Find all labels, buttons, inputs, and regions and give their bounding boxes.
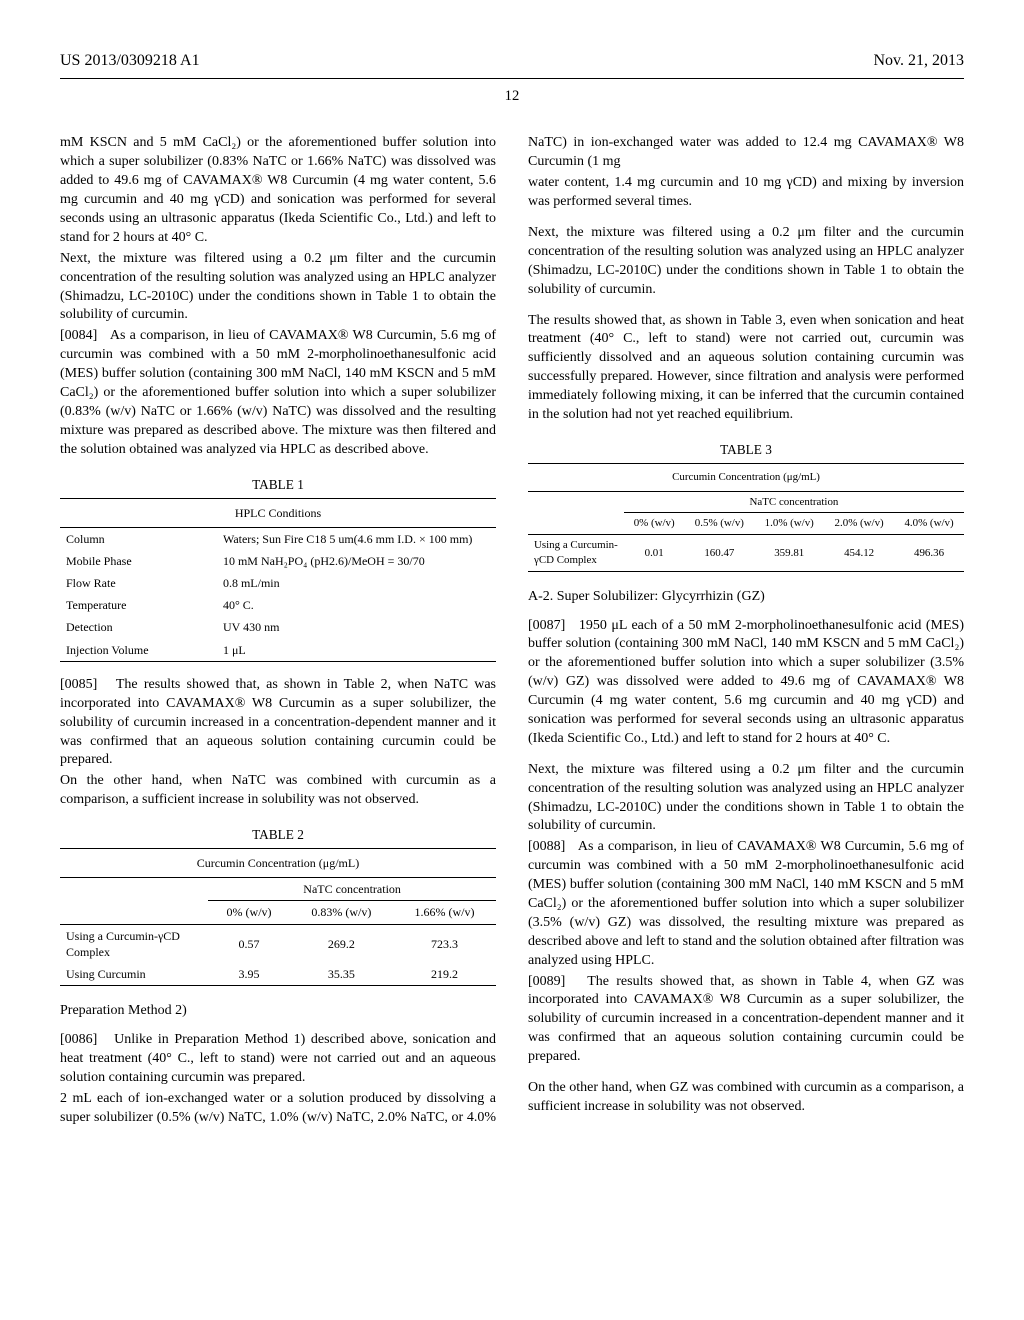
cell: 496.36 xyxy=(894,535,964,572)
para: Next, the mixture was filtered using a 0… xyxy=(60,250,496,326)
para-number: [0085] xyxy=(60,677,97,692)
para-text: Unlike in Preparation Method 1) describe… xyxy=(60,1032,496,1085)
cell: 1 μL xyxy=(217,639,496,662)
para: The results showed that, as shown in Tab… xyxy=(528,312,964,425)
para: On the other hand, when GZ was combined … xyxy=(528,1079,964,1117)
col-header: 0.5% (w/v) xyxy=(684,513,754,535)
cell: UV 430 nm xyxy=(217,616,496,638)
para-number: [0086] xyxy=(60,1032,97,1047)
para-text: The results showed that, as shown in Tab… xyxy=(528,974,964,1065)
para-number: [0088] xyxy=(528,839,565,854)
col-header: 0% (w/v) xyxy=(624,513,685,535)
table: Curcumin Concentration (μg/mL) NaTC conc… xyxy=(528,463,964,572)
para: mM KSCN and 5 mM CaCl₂) or the aforement… xyxy=(60,134,496,247)
para: water content, 1.4 mg curcumin and 10 mg… xyxy=(528,174,964,212)
para: Next, the mixture was filtered using a 0… xyxy=(528,761,964,837)
cell: Detection xyxy=(60,616,217,638)
cell: 0.57 xyxy=(208,924,290,963)
table: Curcumin Concentration (μg/mL) NaTC conc… xyxy=(60,848,496,986)
cell: 219.2 xyxy=(393,963,496,986)
cell: 10 mM NaH₂PO₄ (pH2.6)/MeOH = 30/70 xyxy=(217,550,496,572)
col-header: 0.83% (w/v) xyxy=(290,901,393,924)
para-text: As a comparison, in lieu of CAVAMAX® W8 … xyxy=(60,328,496,456)
table: HPLC Conditions Column Waters; Sun Fire … xyxy=(60,498,496,662)
col-header xyxy=(60,901,208,924)
table-subtitle: HPLC Conditions xyxy=(60,498,496,527)
table-caption: TABLE 2 xyxy=(60,826,496,844)
col-header: 1.0% (w/v) xyxy=(754,513,824,535)
table-3: TABLE 3 Curcumin Concentration (μg/mL) N… xyxy=(528,441,964,572)
cell: Using a Curcumin-γCD Complex xyxy=(528,535,624,572)
cell: 723.3 xyxy=(393,924,496,963)
group-header: NaTC concentration xyxy=(624,491,964,513)
section-heading: A-2. Super Solubilizer: Glycyrrhizin (GZ… xyxy=(528,588,964,607)
cell: 35.35 xyxy=(290,963,393,986)
doc-number: US 2013/0309218 A1 xyxy=(60,50,200,72)
page-header: US 2013/0309218 A1 Nov. 21, 2013 xyxy=(60,50,964,79)
page-number: 12 xyxy=(60,87,964,107)
cell: Mobile Phase xyxy=(60,550,217,572)
col-header xyxy=(528,513,624,535)
para: On the other hand, when NaTC was combine… xyxy=(60,772,496,810)
col-header: 0% (w/v) xyxy=(208,901,290,924)
cell: 0.8 mL/min xyxy=(217,572,496,594)
para: Next, the mixture was filtered using a 0… xyxy=(528,224,964,300)
para: [0084] As a comparison, in lieu of CAVAM… xyxy=(60,327,496,459)
cell: Temperature xyxy=(60,594,217,616)
table-caption: TABLE 3 xyxy=(528,441,964,459)
cell: Flow Rate xyxy=(60,572,217,594)
para-text: As a comparison, in lieu of CAVAMAX® W8 … xyxy=(528,839,964,967)
para-number: [0087] xyxy=(528,618,565,633)
cell: Injection Volume xyxy=(60,639,217,662)
para-text: 1950 μL each of a 50 mM 2-morpholinoetha… xyxy=(528,618,964,746)
table-subtitle: Curcumin Concentration (μg/mL) xyxy=(60,849,496,878)
cell: 269.2 xyxy=(290,924,393,963)
table-1: TABLE 1 HPLC Conditions Column Waters; S… xyxy=(60,476,496,662)
table-subtitle: Curcumin Concentration (μg/mL) xyxy=(528,463,964,491)
col-header: 4.0% (w/v) xyxy=(894,513,964,535)
para: [0088] As a comparison, in lieu of CAVAM… xyxy=(528,838,964,970)
table-2: TABLE 2 Curcumin Concentration (μg/mL) N… xyxy=(60,826,496,986)
cell: 359.81 xyxy=(754,535,824,572)
cell: 160.47 xyxy=(684,535,754,572)
para: [0086] Unlike in Preparation Method 1) d… xyxy=(60,1031,496,1088)
cell: 40° C. xyxy=(217,594,496,616)
cell: Waters; Sun Fire C18 5 um(4.6 mm I.D. × … xyxy=(217,527,496,550)
para-text: The results showed that, as shown in Tab… xyxy=(60,677,496,768)
col-header: 1.66% (w/v) xyxy=(393,901,496,924)
cell: 454.12 xyxy=(824,535,894,572)
col-header: 2.0% (w/v) xyxy=(824,513,894,535)
para: [0089] The results showed that, as shown… xyxy=(528,973,964,1067)
cell: 0.01 xyxy=(624,535,685,572)
cell: Using a Curcumin-γCD Complex xyxy=(60,924,208,963)
para-number: [0084] xyxy=(60,328,97,343)
para: [0085] The results showed that, as shown… xyxy=(60,676,496,770)
cell: Using Curcumin xyxy=(60,963,208,986)
content-columns: mM KSCN and 5 mM CaCl₂) or the aforement… xyxy=(60,134,964,1127)
prep-method-heading: Preparation Method 2) xyxy=(60,1002,496,1021)
cell: 3.95 xyxy=(208,963,290,986)
table-caption: TABLE 1 xyxy=(60,476,496,494)
group-header: NaTC concentration xyxy=(208,878,496,901)
cell: Column xyxy=(60,527,217,550)
para: [0087] 1950 μL each of a 50 mM 2-morphol… xyxy=(528,617,964,749)
para-number: [0089] xyxy=(528,974,565,989)
doc-date: Nov. 21, 2013 xyxy=(873,50,964,72)
